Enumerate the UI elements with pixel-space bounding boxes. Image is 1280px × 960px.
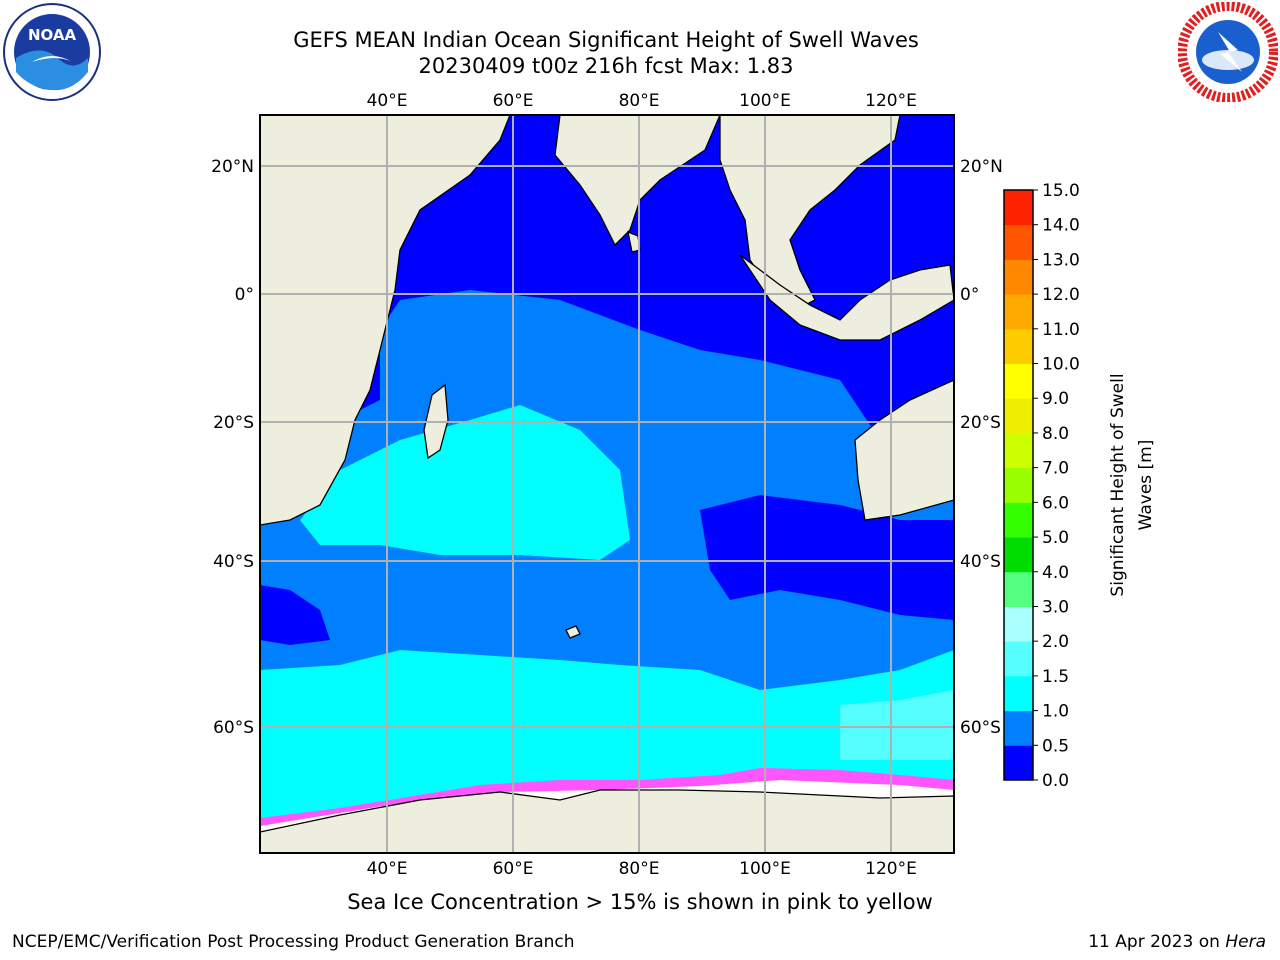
colorbar-tick-label: 9.0 [1042,389,1069,409]
colorbar-label-line1: Significant Height of Swell [1108,373,1128,596]
nws-logo-icon [1178,2,1278,102]
colorbar-tick-label: 2.0 [1042,632,1069,652]
host-name: Hera [1225,932,1266,952]
lon-label-top: 80°E [619,91,660,111]
colorbar-tick-label: 7.0 [1042,459,1069,479]
land-india [554,115,721,247]
colorbar-tick-label: 4.0 [1042,563,1069,583]
graticule [260,115,954,853]
colorbar-tick-label: 15.0 [1042,181,1080,201]
lat-label-left: 60°S [213,718,254,738]
lat-label-left: 40°S [213,552,254,572]
colorbar-tick-label: 1.0 [1042,702,1069,722]
lon-label-bottom: 60°E [493,859,534,879]
colorbar-swatch [1004,398,1033,434]
colorbar-tick-label: 0.5 [1042,736,1069,756]
colorbar-swatch [1004,328,1033,365]
chart-subtitle: 20230409 t00z 216h fcst Max: 1.83 [418,54,794,78]
colorbar-swatch [1004,224,1033,260]
lat-label-right: 60°S [960,718,1001,738]
lon-label-bottom: 100°E [739,859,791,879]
lon-label-bottom: 80°E [619,859,660,879]
colorbar-swatch [1004,363,1033,399]
colorbar-tick-label: 8.0 [1042,424,1069,444]
lat-label-left: 0° [235,285,254,305]
sea-ice-note: Sea Ice Concentration > 15% is shown in … [347,890,933,914]
noaa-logo-icon: NOAA [3,3,101,101]
lat-label-right: 20°S [960,413,1001,433]
colorbar-tick-label: 1.5 [1042,667,1069,687]
svg-text:NOAA: NOAA [28,26,77,44]
colorbar-swatch [1004,432,1033,469]
lat-label-right: 40°S [960,552,1001,572]
lon-label-top: 120°E [865,91,917,111]
ocean-southwest-low-swell [260,585,330,645]
colorbar-swatch [1004,641,1033,677]
colorbar-tick-label: 3.0 [1042,597,1069,617]
colorbar-swatch [1004,190,1033,226]
lat-label-left: 20°N [211,157,254,177]
colorbar-swatch [1004,467,1033,503]
map-frame [259,114,955,854]
colorbar-tick-label: 10.0 [1042,355,1080,375]
colorbar-tick-label: 13.0 [1042,250,1080,270]
colorbar-tick-label: 5.0 [1042,528,1069,548]
colorbar-swatch [1004,259,1033,295]
lat-label-left: 20°S [213,413,254,433]
colorbar-label-line2: Waves [m] [1136,440,1156,531]
colorbar-tick-label: 6.0 [1042,493,1069,513]
lon-label-top: 60°E [493,91,534,111]
colorbar-swatch [1004,502,1033,538]
colorbar-swatch [1004,537,1033,573]
lat-label-right: 20°N [960,157,1003,177]
map-area [260,115,954,853]
swell-band-central [300,405,630,560]
run-date-text: 11 Apr 2023 on [1088,932,1226,952]
run-date: 11 Apr 2023 on Hera [1088,932,1266,952]
lon-label-top: 40°E [367,91,408,111]
colorbar-tick-label: 0.0 [1042,771,1069,791]
colorbar-swatch [1004,606,1033,642]
colorbar-tick-label: 12.0 [1042,285,1080,305]
colorbar-swatch [1004,571,1033,607]
lat-label-right: 0° [960,285,979,305]
chart-title: GEFS MEAN Indian Ocean Significant Heigh… [293,28,919,52]
land-indonesia [739,254,954,341]
colorbar-swatch [1004,710,1033,746]
colorbar-swatch [1004,294,1033,330]
colorbar-frame [1003,189,1034,781]
colorbar: 0.0 0.5 1.0 1.5 2.0 3.0 4.0 5.0 6.0 7.0 8.0 9.0 10.0… [1004,181,1080,791]
lon-label-bottom: 40°E [367,859,408,879]
producer-credit: NCEP/EMC/Verification Post Processing Pr… [12,932,575,952]
colorbar-tick-label: 11.0 [1042,320,1080,340]
land-kerguelen [565,625,581,639]
colorbar-swatch [1004,675,1033,712]
land-antarctica [260,789,954,853]
land-australia [854,379,954,521]
swell-light-cyan [840,690,954,760]
lon-label-top: 100°E [739,91,791,111]
colorbar-tick-label: 14.0 [1042,216,1080,236]
lon-label-bottom: 120°E [865,859,917,879]
colorbar-swatch [1004,745,1033,781]
